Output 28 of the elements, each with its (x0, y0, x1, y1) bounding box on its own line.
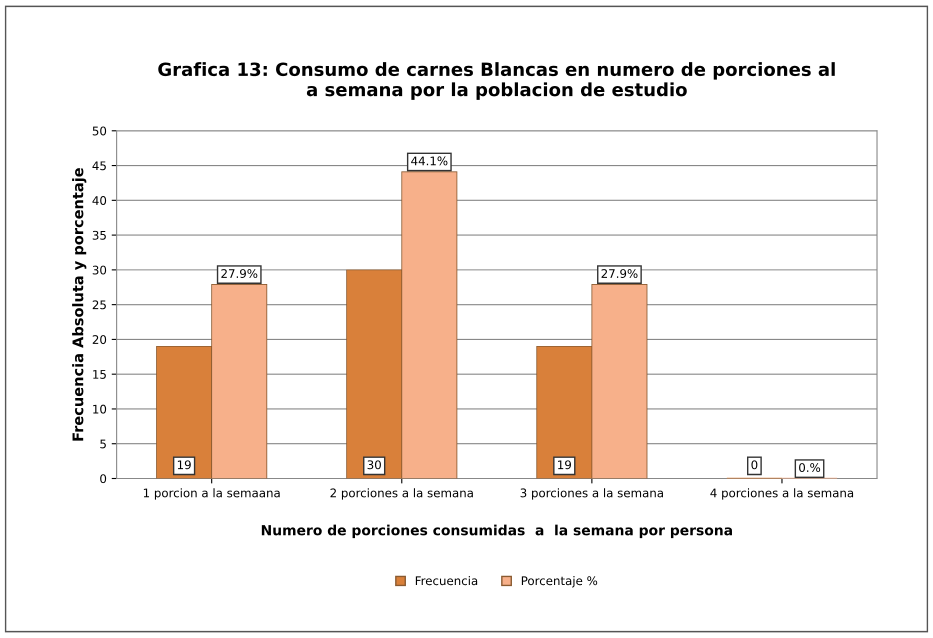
data-label: 44.1% (411, 156, 448, 166)
chart-title: Grafica 13: Consumo de carnes Blancas en numero de porciones al a semana por la poblacion de estudio (158, 62, 835, 100)
data-label: 19 (178, 460, 191, 470)
data-label: 19 (558, 460, 571, 470)
x-axis-title: Numero de porciones consumidas a la semana por persona (262, 524, 732, 538)
x-tick-label: 1 porcion a la semaana (144, 488, 280, 500)
data-label: 27.9% (221, 269, 258, 278)
y-tick-label: 5 (100, 440, 106, 448)
data-label: 0 (751, 460, 758, 470)
y-tick-label: 25 (92, 300, 106, 310)
data-label: 27.9% (602, 269, 638, 278)
y-tick-label: 45 (92, 161, 106, 170)
y-tick-label: 0 (100, 474, 106, 484)
y-tick-label: 15 (93, 370, 106, 379)
y-tick-label: 40 (92, 196, 106, 205)
legend-label: Porcentaje % (522, 576, 598, 588)
y-tick-label: 50 (92, 126, 106, 136)
y-tick-label: 20 (92, 335, 106, 344)
y-axis-title: Frecuencia Absoluta y porcentaje (72, 168, 86, 441)
x-tick-label: 2 porciones a la semana (330, 488, 473, 500)
legend-label: Frecuencia (416, 576, 478, 586)
y-tick-label: 35 (92, 230, 106, 240)
x-tick-label: 4 porciones a la semana (710, 488, 854, 500)
x-tick-label: 3 porciones a la semana (520, 488, 663, 500)
data-label: 0.% (799, 463, 820, 472)
data-label: 30 (368, 460, 381, 470)
y-tick-label: 30 (92, 266, 106, 275)
y-tick-label: 10 (93, 404, 106, 414)
